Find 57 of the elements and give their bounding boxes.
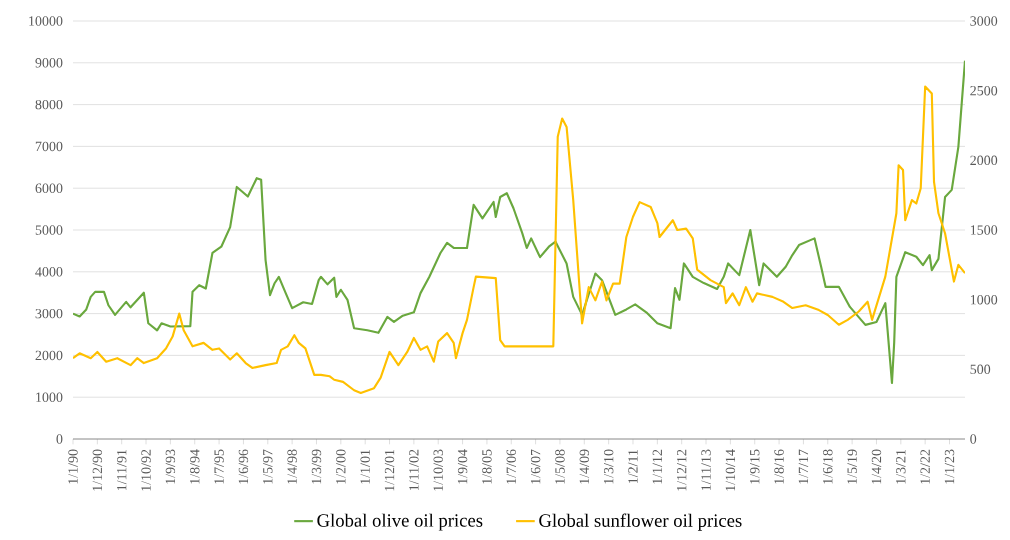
x-tick-label: 1/7/06 <box>506 449 516 484</box>
x-tick-label: 1/1/12 <box>652 449 663 484</box>
x-tick-label: 1/5/97 <box>263 449 273 484</box>
x-tick-label: 1/1/90 <box>68 449 78 484</box>
y-tick-label: 10000 <box>29 16 63 26</box>
legend-label: Global olive oil prices <box>317 513 483 531</box>
x-tick-label: 1/8/16 <box>774 449 784 484</box>
x-tick-label: 1/10/92 <box>141 449 151 491</box>
x-tick-label: 1/4/09 <box>579 449 590 484</box>
x-tick-label: 1/1/01 <box>360 449 370 484</box>
legend-label: Global sunflower oil prices <box>539 513 742 531</box>
y-tick-label: 9000 <box>35 58 63 68</box>
x-tick-label: 1/9/15 <box>750 449 760 484</box>
x-tick-label: 1/11/13 <box>701 449 711 491</box>
x-tick-label: 1/4/98 <box>287 449 297 484</box>
x-tick-label: 1/3/10 <box>603 449 614 484</box>
x-tick-label: 1/10/03 <box>433 449 443 491</box>
x-tick-label: 1/12/90 <box>92 449 103 491</box>
y-tick-label: 7000 <box>35 141 63 152</box>
x-tick-label: 1/2/22 <box>920 449 930 484</box>
y2-tick-label: 2000 <box>970 155 998 166</box>
x-tick-label: 1/2/00 <box>336 449 346 484</box>
y-tick-label: 5000 <box>35 225 63 235</box>
x-tick-label: 1/4/20 <box>871 449 882 484</box>
x-tick-label: 1/11/02 <box>409 449 419 491</box>
x-tick-label: 1/11/91 <box>117 449 127 491</box>
y2-tick-label: 3000 <box>970 16 998 26</box>
x-tick-label: 1/6/07 <box>530 449 541 484</box>
x-tick-label: 1/8/05 <box>482 449 492 484</box>
x-tick-label: 1/9/04 <box>457 449 468 484</box>
x-tick-label: 1/2/11 <box>628 449 638 484</box>
x-tick-label: 1/12/12 <box>676 449 687 491</box>
y2-tick-label: 1000 <box>970 294 998 305</box>
x-tick-label: 1/6/18 <box>823 449 833 484</box>
y2-tick-label: 1500 <box>970 225 998 235</box>
y-tick-label: 4000 <box>35 267 63 277</box>
y2-tick-label: 2500 <box>970 85 998 96</box>
x-tick-label: 1/12/01 <box>384 449 395 491</box>
y-tick-label: 1000 <box>36 392 63 402</box>
y-tick-label: 0 <box>56 434 63 444</box>
x-tick-label: 1/3/99 <box>311 449 322 484</box>
x-tick-label: 1/6/96 <box>238 449 249 484</box>
y2-tick-label: 0 <box>970 434 977 444</box>
x-tick-label: 1/5/08 <box>555 449 565 484</box>
x-tick-label: 1/10/14 <box>725 449 736 491</box>
x-tick-label: 1/8/94 <box>190 449 200 484</box>
x-tick-label: 1/9/93 <box>165 449 176 484</box>
y-tick-label: 8000 <box>35 99 63 110</box>
y2-tick-label: 500 <box>970 364 991 375</box>
x-tick-label: 1/1/23 <box>944 449 955 484</box>
y-tick-label: 6000 <box>35 183 63 193</box>
x-tick-label: 1/7/17 <box>798 449 809 484</box>
x-tick-label: 1/5/19 <box>847 449 857 484</box>
y-tick-label: 3000 <box>35 308 63 319</box>
y-tick-label: 2000 <box>35 350 63 361</box>
x-tick-label: 1/3/21 <box>896 449 906 484</box>
x-tick-label: 1/7/95 <box>214 449 224 484</box>
